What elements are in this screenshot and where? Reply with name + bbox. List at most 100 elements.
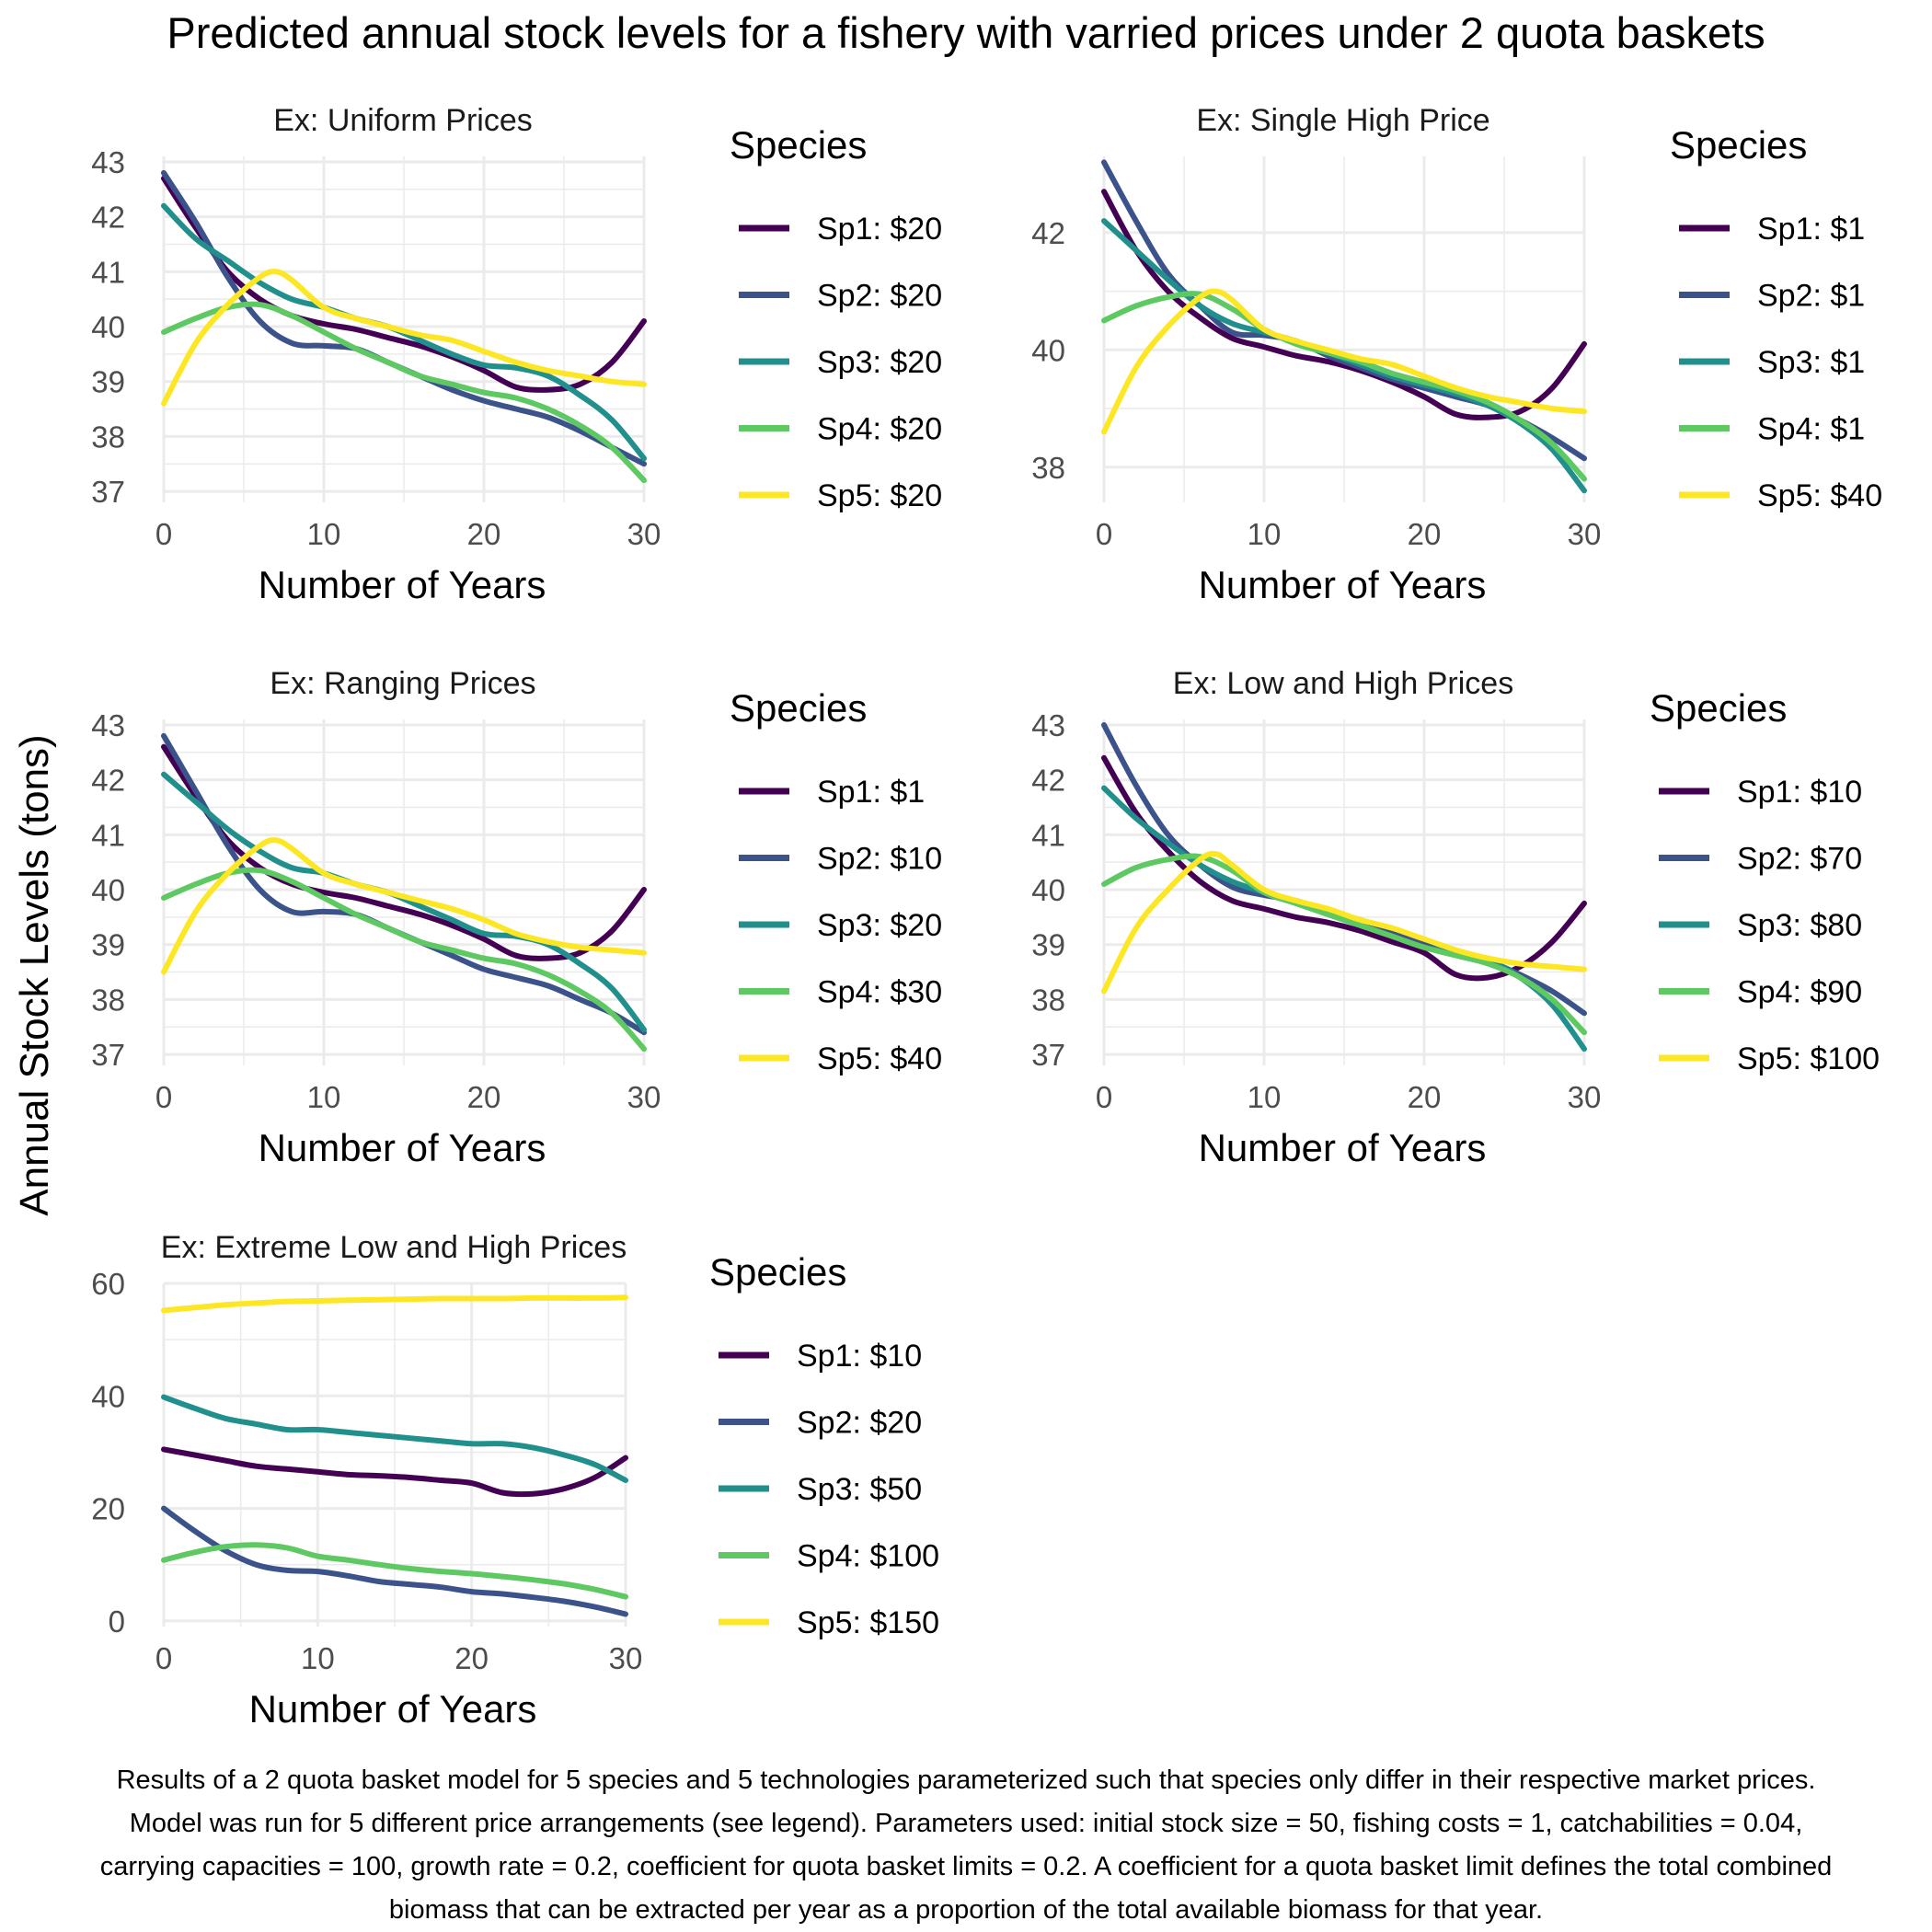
x-axis-label: Number of Years (259, 1126, 546, 1169)
y-tick-label: 20 (91, 1492, 125, 1526)
legend-label: Sp1: $1 (817, 775, 925, 810)
panel-title: Ex: Low and High Prices (1173, 666, 1513, 701)
panel-3: 0 10 20 30 37 38 39 40 41 42 43 Ex: Ranging Prices N… (91, 666, 942, 1169)
legend-label: Sp5: $20 (817, 478, 942, 513)
x-axis-label: Number of Years (259, 563, 546, 606)
legend: Species Sp1: $10 Sp2: $20 Sp3: $50 Sp4: $100… (709, 1250, 939, 1640)
series-line-sp5 (1101, 288, 1587, 435)
legend-label: Sp2: $20 (797, 1406, 922, 1441)
x-axis-label: Number of Years (1199, 1126, 1487, 1169)
legend-label: Sp1: $10 (797, 1339, 922, 1374)
grid (162, 719, 646, 1065)
legend-title: Species (1650, 686, 1787, 730)
y-tick-label: 41 (91, 818, 125, 852)
series-line-sp3 (161, 1394, 628, 1483)
series-line-sp4 (1101, 853, 1587, 1036)
y-tick-label: 42 (91, 201, 125, 235)
grid (1102, 156, 1586, 502)
legend-label: Sp2: $20 (817, 279, 942, 314)
series-line-sp1 (1101, 754, 1587, 982)
x-tick-label: 30 (1568, 1080, 1602, 1114)
y-tick-label: 42 (1031, 764, 1065, 798)
x-axis-label: Number of Years (249, 1687, 537, 1731)
legend-title: Species (1670, 123, 1807, 167)
panel-title: Ex: Extreme Low and High Prices (161, 1230, 627, 1265)
legend: Species Sp1: $10 Sp2: $70 Sp3: $80 Sp4: $90 S… (1650, 686, 1880, 1076)
y-tick-label: 40 (91, 873, 125, 907)
legend-label: Sp4: $1 (1757, 412, 1865, 447)
legend-label: Sp1: $1 (1757, 212, 1865, 247)
y-tick-label: 37 (1031, 1038, 1065, 1072)
y-tick-label: 40 (91, 310, 125, 344)
y-tick-label: 43 (91, 708, 125, 742)
y-tick-label: 39 (91, 928, 125, 962)
y-tick-label: 0 (109, 1604, 125, 1639)
x-tick-label: 10 (307, 1080, 341, 1114)
series-line-sp5 (161, 837, 647, 975)
x-axis-label: Number of Years (1199, 563, 1487, 606)
legend-label: Sp5: $40 (817, 1041, 942, 1076)
legend-label: Sp4: $20 (817, 412, 942, 447)
x-tick-label: 10 (1248, 1080, 1282, 1114)
panel-5: 0 10 20 30 0 20 40 60 Ex: Extreme Low and High P… (91, 1230, 939, 1731)
x-tick-label: 20 (467, 1080, 501, 1114)
legend-label: Sp4: $30 (817, 975, 942, 1010)
x-tick-label: 30 (627, 1080, 661, 1114)
x-tick-label: 0 (1096, 1080, 1112, 1114)
x-tick-label: 0 (1096, 517, 1112, 551)
shared-y-axis-label: Annual Stock Levels (tons) (12, 734, 57, 1215)
panels: 0 10 20 30 37 38 39 40 41 42 43 Ex: Uniform Prices N… (91, 103, 1882, 1731)
legend-label: Sp4: $100 (797, 1539, 939, 1574)
x-tick-label: 0 (155, 517, 172, 551)
y-tick-label: 38 (1031, 451, 1065, 485)
legend: Species Sp1: $20 Sp2: $20 Sp3: $20 Sp4: $20 S… (730, 123, 942, 513)
panel-2: 0 10 20 30 38 40 42 Ex: Single High Price Number… (1031, 103, 1882, 606)
legend-label: Sp1: $20 (817, 212, 942, 247)
legend-label: Sp2: $1 (1757, 279, 1865, 314)
series-line-sp5 (161, 269, 647, 407)
legend-label: Sp1: $10 (1737, 775, 1862, 810)
grid (162, 156, 646, 502)
figure-caption: Results of a 2 quota basket model for 5 … (99, 1765, 1833, 1925)
y-tick-label: 40 (91, 1379, 125, 1413)
x-tick-label: 30 (609, 1641, 643, 1675)
panel-4: 0 10 20 30 37 38 39 40 41 42 43 Ex: Low and High Pr… (1031, 666, 1880, 1169)
y-tick-label: 40 (1031, 873, 1065, 907)
legend-title: Species (709, 1250, 846, 1294)
series-line-sp2 (161, 1505, 628, 1617)
x-tick-label: 30 (627, 517, 661, 551)
legend-label: Sp3: $20 (817, 908, 942, 943)
legend-label: Sp5: $100 (1737, 1041, 1880, 1076)
legend-label: Sp3: $1 (1757, 345, 1865, 380)
series-line-sp4 (161, 867, 647, 1052)
series-line-sp5 (1101, 850, 1587, 995)
y-tick-label: 41 (1031, 818, 1065, 852)
legend-label: Sp5: $40 (1757, 478, 1882, 513)
series-line-sp5 (161, 1294, 628, 1314)
series-line-sp4 (161, 301, 647, 484)
legend-title: Species (730, 123, 867, 167)
y-tick-label: 42 (91, 764, 125, 798)
legend-label: Sp3: $50 (797, 1472, 922, 1507)
x-tick-label: 10 (307, 517, 341, 551)
x-tick-label: 20 (454, 1641, 489, 1675)
legend-label: Sp5: $150 (797, 1605, 939, 1640)
y-tick-label: 37 (91, 1038, 125, 1072)
x-tick-label: 0 (155, 1641, 172, 1675)
y-tick-label: 37 (91, 475, 125, 509)
legend-title: Species (730, 686, 867, 730)
y-tick-label: 39 (1031, 928, 1065, 962)
x-tick-label: 20 (1408, 517, 1442, 551)
legend: Species Sp1: $1 Sp2: $10 Sp3: $20 Sp4: $30 Sp… (730, 686, 942, 1076)
y-tick-label: 60 (91, 1267, 125, 1301)
legend-label: Sp3: $20 (817, 345, 942, 380)
x-tick-label: 0 (155, 1080, 172, 1114)
legend-label: Sp4: $90 (1737, 975, 1862, 1010)
y-tick-label: 38 (91, 983, 125, 1017)
legend-label: Sp3: $80 (1737, 908, 1862, 943)
x-tick-label: 30 (1568, 517, 1602, 551)
x-tick-label: 20 (1408, 1080, 1442, 1114)
grid (162, 1282, 627, 1627)
x-tick-label: 20 (467, 517, 501, 551)
